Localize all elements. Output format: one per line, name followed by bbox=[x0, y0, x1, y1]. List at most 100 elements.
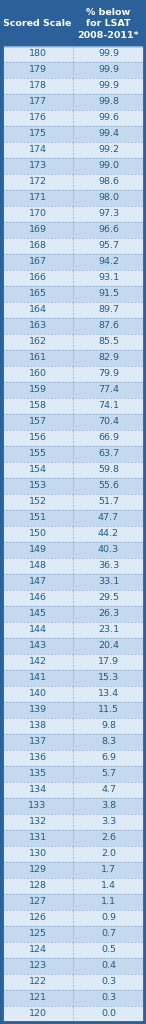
Text: 29.5: 29.5 bbox=[98, 594, 119, 602]
Text: 4.7: 4.7 bbox=[101, 785, 116, 795]
Text: 40.3: 40.3 bbox=[98, 546, 119, 555]
Text: 0.3: 0.3 bbox=[101, 993, 116, 1002]
Bar bbox=[2, 174, 144, 190]
Bar bbox=[2, 942, 144, 958]
Text: 152: 152 bbox=[28, 498, 46, 507]
Text: 0.3: 0.3 bbox=[101, 978, 116, 986]
Text: 99.9: 99.9 bbox=[98, 66, 119, 75]
Bar bbox=[2, 526, 144, 542]
Bar bbox=[2, 302, 144, 318]
Text: 26.3: 26.3 bbox=[98, 609, 119, 618]
Text: Scored Scale: Scored Scale bbox=[3, 19, 72, 29]
Text: 0.4: 0.4 bbox=[101, 962, 116, 971]
Text: 5.7: 5.7 bbox=[101, 769, 116, 778]
Bar bbox=[2, 142, 144, 158]
Bar bbox=[2, 974, 144, 990]
Bar bbox=[2, 670, 144, 686]
Text: 121: 121 bbox=[28, 993, 46, 1002]
Text: 47.7: 47.7 bbox=[98, 513, 119, 522]
Text: 128: 128 bbox=[28, 882, 46, 891]
Text: 124: 124 bbox=[28, 945, 46, 954]
Text: 99.2: 99.2 bbox=[98, 145, 119, 155]
Bar bbox=[2, 878, 144, 894]
Bar bbox=[2, 622, 144, 638]
Text: 66.9: 66.9 bbox=[98, 433, 119, 442]
Bar bbox=[2, 686, 144, 702]
Text: 136: 136 bbox=[28, 754, 47, 763]
Text: 151: 151 bbox=[28, 513, 46, 522]
Text: 33.1: 33.1 bbox=[98, 578, 119, 587]
Bar bbox=[2, 126, 144, 142]
Bar bbox=[2, 238, 144, 254]
Bar bbox=[2, 78, 144, 94]
Bar bbox=[2, 782, 144, 798]
Text: 99.6: 99.6 bbox=[98, 114, 119, 123]
Text: 175: 175 bbox=[28, 129, 46, 138]
Text: 179: 179 bbox=[28, 66, 46, 75]
Text: 177: 177 bbox=[28, 97, 46, 106]
Text: 146: 146 bbox=[28, 594, 46, 602]
Text: 153: 153 bbox=[28, 481, 47, 490]
Bar bbox=[2, 894, 144, 910]
Text: 168: 168 bbox=[28, 242, 46, 251]
Text: 51.7: 51.7 bbox=[98, 498, 119, 507]
Text: 1.1: 1.1 bbox=[101, 897, 116, 906]
Bar bbox=[2, 2, 144, 46]
Text: 149: 149 bbox=[28, 546, 46, 555]
Text: 122: 122 bbox=[28, 978, 46, 986]
Text: 98.0: 98.0 bbox=[98, 194, 119, 203]
Bar bbox=[2, 318, 144, 334]
Text: 55.6: 55.6 bbox=[98, 481, 119, 490]
Bar bbox=[2, 654, 144, 670]
Text: 2.6: 2.6 bbox=[101, 834, 116, 843]
Text: 2.0: 2.0 bbox=[101, 850, 116, 858]
Text: 141: 141 bbox=[28, 674, 46, 683]
Bar bbox=[2, 814, 144, 830]
Text: 0.5: 0.5 bbox=[101, 945, 116, 954]
Text: 180: 180 bbox=[28, 49, 46, 58]
Bar bbox=[2, 510, 144, 526]
Text: 9.8: 9.8 bbox=[101, 722, 116, 730]
Bar bbox=[2, 366, 144, 382]
Text: 94.2: 94.2 bbox=[98, 257, 119, 266]
Text: 87.6: 87.6 bbox=[98, 322, 119, 331]
Text: 74.1: 74.1 bbox=[98, 401, 119, 411]
Bar bbox=[2, 254, 144, 270]
Bar bbox=[2, 382, 144, 398]
Text: 126: 126 bbox=[28, 913, 46, 923]
Bar bbox=[2, 638, 144, 654]
Bar bbox=[2, 606, 144, 622]
Text: 159: 159 bbox=[28, 385, 46, 394]
Text: 145: 145 bbox=[28, 609, 46, 618]
Text: 131: 131 bbox=[28, 834, 47, 843]
Text: 23.1: 23.1 bbox=[98, 626, 119, 635]
Text: 0.9: 0.9 bbox=[101, 913, 116, 923]
Bar bbox=[2, 494, 144, 510]
Text: 95.7: 95.7 bbox=[98, 242, 119, 251]
Text: 93.1: 93.1 bbox=[98, 273, 119, 283]
Text: 161: 161 bbox=[28, 353, 46, 362]
Text: 135: 135 bbox=[28, 769, 47, 778]
Text: 1.4: 1.4 bbox=[101, 882, 116, 891]
Text: 3.3: 3.3 bbox=[101, 817, 116, 826]
Bar bbox=[2, 62, 144, 78]
Text: 3.8: 3.8 bbox=[101, 802, 116, 811]
Text: 8.3: 8.3 bbox=[101, 737, 116, 746]
Bar bbox=[2, 926, 144, 942]
Bar bbox=[2, 414, 144, 430]
Text: 17.9: 17.9 bbox=[98, 657, 119, 667]
Text: 99.0: 99.0 bbox=[98, 162, 119, 171]
Text: 164: 164 bbox=[28, 305, 46, 314]
Text: 99.4: 99.4 bbox=[98, 129, 119, 138]
Bar bbox=[2, 270, 144, 286]
Text: 0.0: 0.0 bbox=[101, 1010, 116, 1019]
Bar bbox=[2, 990, 144, 1006]
Bar bbox=[2, 1006, 144, 1022]
Bar bbox=[2, 542, 144, 558]
Text: 79.9: 79.9 bbox=[98, 370, 119, 379]
Text: 162: 162 bbox=[28, 338, 46, 346]
Bar bbox=[2, 222, 144, 238]
Text: 82.9: 82.9 bbox=[98, 353, 119, 362]
Text: 156: 156 bbox=[28, 433, 46, 442]
Bar bbox=[2, 206, 144, 222]
